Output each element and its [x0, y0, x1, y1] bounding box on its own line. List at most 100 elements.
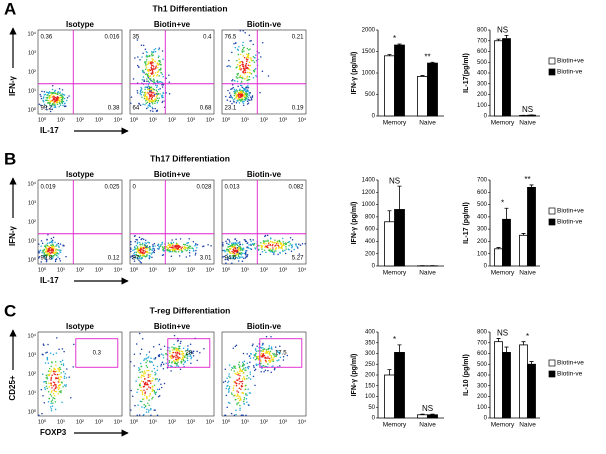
flow-dot [281, 237, 284, 240]
flow-dot [234, 242, 236, 244]
flow-dot [241, 260, 244, 262]
flow-dot [247, 71, 249, 74]
flow-dot [51, 84, 54, 87]
y-tick-label: 350 [365, 340, 376, 346]
flow-dot [265, 335, 268, 338]
flow-dot [136, 414, 139, 416]
flow-dot [51, 243, 54, 246]
flow-dot [145, 361, 147, 364]
flow-dot [141, 393, 144, 396]
flow-dot [272, 360, 274, 362]
flow-dot [59, 381, 61, 383]
flow-dot [227, 250, 230, 252]
flow-dot [232, 251, 235, 254]
flow-dot [251, 243, 254, 245]
error-bar [430, 61, 435, 64]
flow-dot [59, 104, 62, 107]
flow-dot [178, 345, 180, 348]
flow-dot [245, 253, 247, 256]
flow-dot [291, 245, 293, 248]
flow-dot [265, 245, 268, 248]
y-tick-label: 400 [365, 239, 376, 245]
flow-dot [223, 249, 225, 252]
flow-dot [50, 240, 53, 242]
y-tick-label: 300 [477, 81, 488, 87]
flow-dot [231, 79, 233, 82]
flow-dot [177, 360, 179, 362]
flow-dot [225, 262, 227, 264]
flow-dot [238, 377, 241, 380]
flow-dot [279, 365, 281, 367]
significance: ** [424, 52, 430, 61]
flow-dot [228, 375, 230, 378]
flow-dot [130, 96, 133, 98]
flow-dot [242, 102, 245, 104]
flow-dot [234, 42, 237, 45]
flow-dot [237, 373, 239, 376]
flow-dot [267, 239, 269, 241]
flow-x-tick: 10¹ [241, 267, 249, 273]
flow-dot [180, 249, 183, 252]
flow-dot [282, 249, 284, 252]
flow-x-tick: 10⁴ [114, 266, 123, 273]
flow-dot [230, 244, 232, 247]
quadrant-value: 64 [133, 106, 140, 112]
flow-dot [237, 255, 240, 257]
flow-dot [140, 261, 142, 264]
flow-plot-frame [129, 331, 215, 417]
flow-dot [252, 76, 255, 79]
flow-dot [138, 241, 141, 244]
flow-dot [235, 75, 238, 78]
y-tick-label: 300 [477, 383, 488, 389]
flow-dot [152, 107, 154, 110]
flow-dot [46, 248, 48, 251]
flow-dot [279, 345, 281, 347]
flow-dot [243, 377, 245, 380]
flow-dot [139, 59, 141, 61]
flow-dot [135, 380, 137, 382]
flow-x-tick: 10² [76, 267, 84, 273]
flow-dot [188, 247, 191, 249]
flow-dot [50, 105, 52, 108]
flow-dot [148, 395, 151, 397]
flow-dot [131, 257, 134, 260]
flow-dot [270, 371, 272, 374]
flow-dot [227, 401, 230, 404]
flow-dot [179, 238, 182, 240]
flow-dot [142, 70, 145, 72]
flow-dot [247, 96, 250, 99]
flow-dot [59, 378, 61, 380]
flow-dot [280, 243, 283, 245]
flow-x-label: FOXP3 [40, 428, 67, 437]
flow-dot [276, 241, 278, 243]
flow-dot [49, 241, 52, 244]
flow-dot [232, 242, 235, 244]
flow-dot [156, 97, 159, 100]
flow-dot [291, 238, 294, 241]
y-axis-label: IFN-γ (pg/ml) [351, 354, 358, 397]
flow-dot [160, 363, 163, 366]
flow-dot [54, 249, 57, 252]
flow-dot [159, 68, 162, 71]
flow-dot [244, 67, 246, 69]
gate-value: 0.3 [93, 351, 102, 357]
flow-x-tick: 10⁰ [222, 266, 231, 273]
flow-dot [136, 92, 139, 94]
flow-plot-name: Biotin-ve [247, 170, 282, 179]
flow-dot [73, 343, 75, 346]
flow-dot [250, 59, 253, 62]
flow-dot [146, 247, 148, 250]
flow-dot [152, 377, 154, 380]
flow-dot [252, 357, 255, 359]
flow-dot [147, 241, 149, 243]
flow-dot [262, 240, 265, 242]
flow-dot [145, 60, 147, 63]
flow-dot [55, 377, 58, 380]
flow-dot [151, 91, 154, 94]
flow-dot [148, 54, 151, 57]
bar [519, 234, 528, 267]
flow-dot [58, 87, 61, 90]
flow-dot [48, 96, 51, 98]
flow-dot [186, 244, 188, 247]
flow-dot [241, 380, 244, 382]
